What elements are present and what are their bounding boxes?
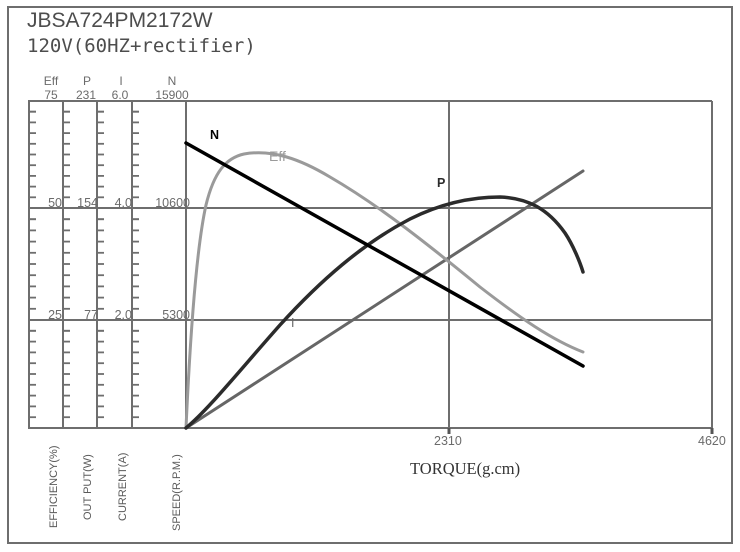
scale-axis-lines [28,101,133,428]
header-label-eff: Eff [43,74,59,88]
axis-name-current: CURRENT(A) [117,452,129,521]
header-value-n: 15900 [155,88,189,102]
header-label-i: I [119,74,123,88]
tick-i-40: 4.0 [114,196,132,210]
curve-current-I [184,169,585,430]
tick-n-10600: 10600 [155,196,190,210]
header-value-eff: 75 [44,88,58,102]
header-label-p: P [82,74,91,88]
curve-label-I: I [291,316,295,330]
curve-label-P: P [437,176,446,190]
curve-efficiency-Eff [184,151,585,430]
axis-name-efficiency: EFFICIENCY(%) [48,445,60,529]
curve-speed-N [184,141,585,368]
page-title: JBSA724PM2172W [27,9,213,32]
scale-axis-ticks [29,110,139,419]
curve-output-P [184,195,585,430]
scale-axis-caps [28,100,186,429]
header-value-p: 231 [75,88,97,102]
tick-n-5300: 5300 [162,308,190,322]
tick-p-154: 154 [77,196,98,210]
tick-eff-25: 25 [48,308,62,322]
header-label-n: N [167,74,177,88]
tick-eff-50: 50 [48,196,62,210]
page-subtitle: 120V(60HZ+rectifier) [27,35,256,57]
curve-label-N: N [210,128,220,142]
axis-name-output: OUT PUT(W) [82,454,94,520]
axis-name-speed: SPEED(R.P.M.) [171,454,183,531]
x-axis-ticks [447,428,714,434]
page-border [7,6,733,544]
x-axis-title: TORQUE(g.cm) [410,459,521,478]
xtick-2310: 2310 [434,434,462,448]
curve-label-Eff: Eff [269,148,286,164]
xtick-4620: 4620 [698,434,726,448]
tick-i-20: 2.0 [114,308,132,322]
header-value-i: 6.0 [111,88,129,102]
tick-p-77: 77 [84,308,98,322]
